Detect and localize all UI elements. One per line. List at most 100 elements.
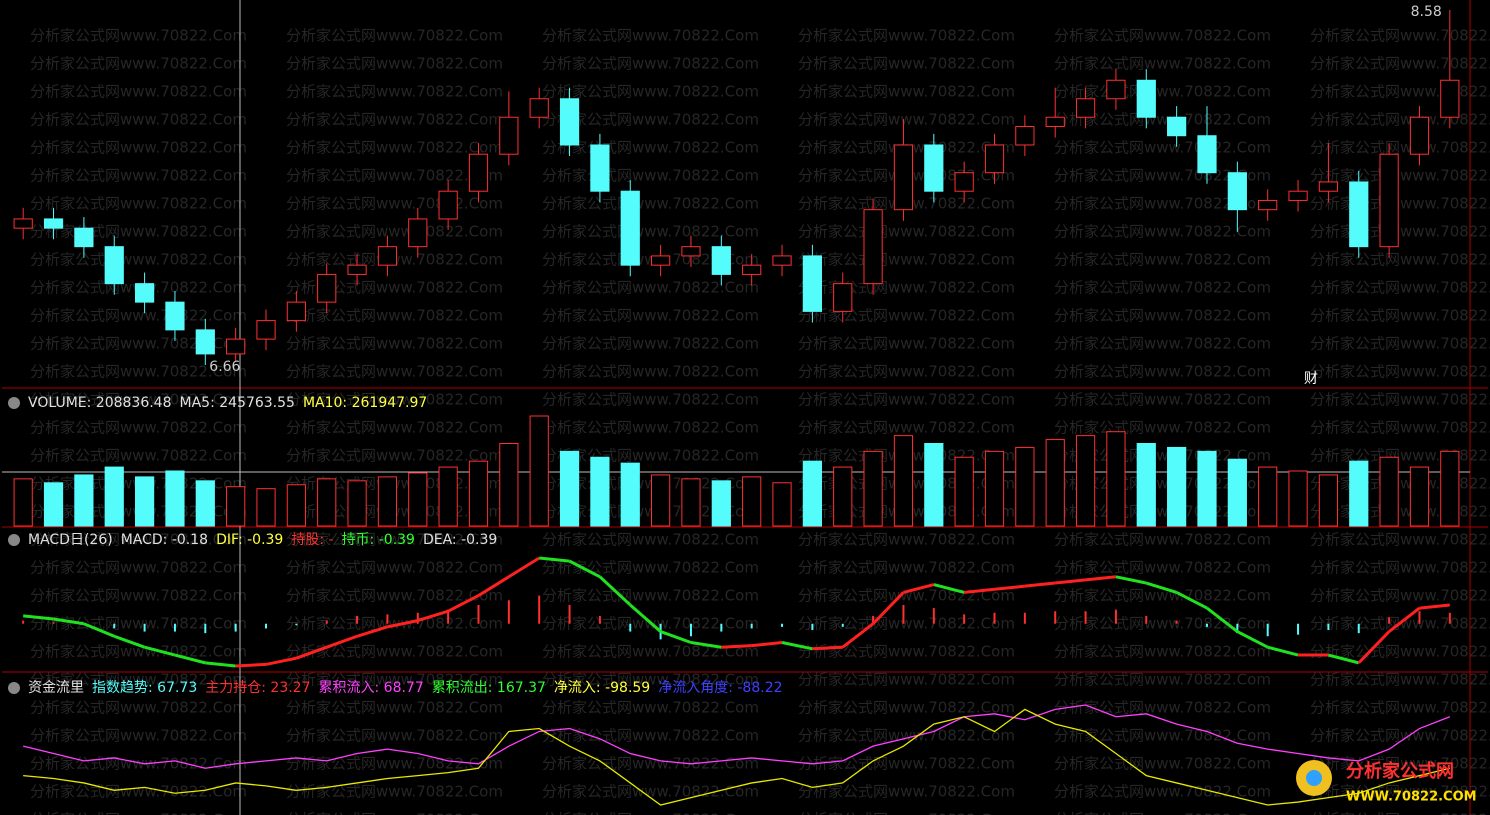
candle-body bbox=[134, 283, 155, 303]
watermark: 分析家公式网www.70822.Com bbox=[286, 139, 503, 157]
volume-bar bbox=[833, 466, 853, 527]
candle-body bbox=[772, 255, 792, 266]
watermark: 分析家公式网www.70822.Com bbox=[286, 643, 503, 661]
candle-body bbox=[984, 144, 1005, 174]
dif-segment bbox=[113, 634, 146, 649]
volume-bar bbox=[13, 478, 33, 527]
dif-segment bbox=[598, 575, 632, 607]
volume-bar bbox=[377, 476, 398, 527]
watermark: 分析家公式网www.70822.Com bbox=[798, 363, 1015, 381]
watermark: 分析家公式网www.70822.Com bbox=[1310, 587, 1490, 605]
dif-segment bbox=[295, 645, 328, 660]
candle-body bbox=[499, 116, 519, 155]
logo-title: 分析家公式网 bbox=[1346, 760, 1454, 782]
volume-bar bbox=[954, 456, 974, 527]
candle-body bbox=[1075, 98, 1096, 118]
watermark: 分析家公式网www.70822.Com bbox=[1310, 167, 1490, 185]
volume-bar bbox=[1227, 458, 1247, 527]
volume-bar bbox=[1349, 460, 1369, 527]
volume-bar bbox=[1136, 443, 1156, 527]
candle-body bbox=[863, 209, 883, 285]
candle-body bbox=[286, 301, 306, 322]
header-item: 累积流出: 167.37 bbox=[432, 680, 546, 696]
watermark: 分析家公式网www.70822.Com bbox=[1054, 811, 1271, 815]
dif-segment bbox=[690, 641, 722, 649]
watermark: 分析家公式网www.70822.Com bbox=[1310, 811, 1490, 815]
watermark: 分析家公式网www.70822.Com bbox=[1054, 363, 1271, 381]
panel-toggle[interactable] bbox=[8, 397, 20, 409]
dif-segment bbox=[1206, 606, 1239, 633]
watermark: 分析家公式网www.70822.Com bbox=[798, 27, 1015, 45]
watermark: 分析家公式网www.70822.Com bbox=[798, 419, 1015, 437]
volume-bar bbox=[742, 476, 762, 527]
dif-segment bbox=[356, 625, 388, 638]
volume-bar bbox=[893, 435, 914, 527]
candle-body bbox=[1349, 181, 1369, 248]
header-item: DEA: -0.39 bbox=[423, 532, 497, 548]
flow-header: 资金流里 指数趋势: 67.73 主力持仓: 23.27 累积流入: 68.77 累积流… bbox=[28, 680, 783, 696]
watermark: 分析家公式网www.70822.Com bbox=[30, 363, 247, 381]
watermark: 分析家公式网www.70822.Com bbox=[30, 811, 247, 815]
watermark: 分析家公式网www.70822.Com bbox=[798, 699, 1015, 717]
watermark: 分析家公式网www.70822.Com bbox=[1054, 223, 1271, 241]
watermark: 分析家公式网www.70822.Com bbox=[286, 279, 503, 297]
header-item: MA10: 261947.97 bbox=[303, 395, 427, 411]
dif-segment bbox=[83, 622, 115, 638]
watermark: 分析家公式网www.70822.Com bbox=[798, 531, 1015, 549]
watermark: 分析家公式网www.70822.Com bbox=[30, 335, 247, 353]
watermark: 分析家公式网www.70822.Com bbox=[30, 251, 247, 269]
dif-segment bbox=[205, 661, 236, 668]
panel-toggle[interactable] bbox=[8, 534, 20, 546]
watermark: 分析家公式网www.70822.Com bbox=[542, 83, 759, 101]
high-label: 8.58 bbox=[1411, 4, 1442, 20]
candle-body bbox=[377, 246, 398, 266]
watermark: 分析家公式网www.70822.Com bbox=[286, 83, 503, 101]
watermark: 分析家公式网www.70822.Com bbox=[798, 335, 1015, 353]
watermark: 分析家公式网www.70822.Com bbox=[542, 223, 759, 241]
volume-bar bbox=[1409, 466, 1430, 527]
watermark: 分析家公式网www.70822.Com bbox=[542, 587, 759, 605]
watermark: 分析家公式网www.70822.Com bbox=[798, 307, 1015, 325]
watermark: 分析家公式网www.70822.Com bbox=[286, 335, 503, 353]
dif-segment bbox=[812, 645, 843, 651]
watermark: 分析家公式网www.70822.Com bbox=[286, 699, 503, 717]
watermark: 分析家公式网www.70822.Com bbox=[30, 83, 247, 101]
watermark: 分析家公式网www.70822.Com bbox=[1054, 167, 1271, 185]
watermark: 分析家公式网www.70822.Com bbox=[798, 55, 1015, 73]
candle-body bbox=[529, 98, 549, 118]
watermark: 分析家公式网www.70822.Com bbox=[542, 251, 759, 269]
panel-toggle[interactable] bbox=[8, 682, 20, 694]
watermark: 分析家公式网www.70822.Com bbox=[1310, 447, 1490, 465]
candle-body bbox=[802, 255, 822, 312]
watermark: 分析家公式网www.70822.Com bbox=[1054, 755, 1271, 773]
candle-body bbox=[195, 329, 215, 355]
dif-segment bbox=[477, 575, 510, 597]
candle-body bbox=[1136, 79, 1156, 118]
candle-body bbox=[1197, 135, 1217, 174]
watermark: 分析家公式网www.70822.Com bbox=[30, 559, 247, 577]
watermark: 分析家公式网www.70822.Com bbox=[542, 699, 759, 717]
watermark: 分析家公式网www.70822.Com bbox=[286, 811, 503, 815]
volume-bar bbox=[134, 476, 155, 527]
dif-segment bbox=[326, 634, 358, 649]
dif-segment bbox=[660, 630, 692, 644]
watermark: 分析家公式网www.70822.Com bbox=[30, 671, 247, 689]
dif-segment bbox=[629, 603, 662, 633]
header-item: 持币: -0.39 bbox=[342, 532, 415, 548]
volume-bar bbox=[1258, 466, 1278, 527]
watermark: 分析家公式网www.70822.Com bbox=[286, 447, 503, 465]
volume-bar bbox=[226, 486, 246, 527]
volume-bar bbox=[711, 480, 731, 527]
volume-bar bbox=[74, 474, 94, 527]
candle-body bbox=[711, 246, 731, 275]
watermark: 分析家公式网www.70822.Com bbox=[1310, 139, 1490, 157]
watermark: 分析家公式网www.70822.Com bbox=[798, 783, 1015, 801]
watermark: 分析家公式网www.70822.Com bbox=[30, 755, 247, 773]
watermark: 分析家公式网www.70822.Com bbox=[30, 699, 247, 717]
watermark: 分析家公式网www.70822.Com bbox=[542, 167, 759, 185]
watermark: 分析家公式网www.70822.Com bbox=[542, 643, 759, 661]
volume-bar bbox=[984, 450, 1005, 527]
dif-segment bbox=[1388, 606, 1421, 633]
watermark: 分析家公式网www.70822.Com bbox=[1054, 83, 1271, 101]
